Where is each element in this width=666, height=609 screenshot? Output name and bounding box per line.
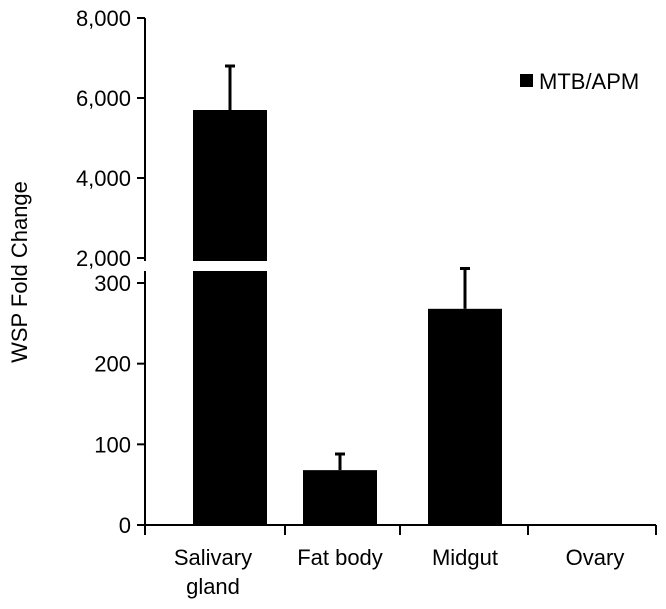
y-tick-label: 2,000 — [76, 246, 131, 271]
bar — [428, 308, 502, 525]
lower-y-axis: 0 100 200 300 — [94, 271, 146, 538]
category-labels: Salivary gland Fat body Midgut Ovary — [174, 545, 624, 599]
y-tick-label: 0 — [119, 513, 131, 538]
upper-y-axis: 2,000 4,000 6,000 8,000 — [76, 6, 146, 271]
legend: MTB/APM — [520, 69, 639, 94]
x-axis — [144, 524, 657, 535]
y-tick-label: 6,000 — [76, 86, 131, 111]
bar — [193, 271, 267, 525]
bars — [193, 110, 632, 526]
bar-upper — [193, 110, 267, 261]
bar — [558, 524, 632, 526]
y-tick-label: 300 — [94, 271, 131, 296]
y-tick-label: 200 — [94, 352, 131, 377]
error-bars — [225, 64, 470, 471]
category-label: Salivary gland — [174, 545, 252, 599]
bar — [303, 470, 377, 525]
legend-label: MTB/APM — [539, 69, 639, 94]
y-tick-label: 4,000 — [76, 166, 131, 191]
category-label: Ovary — [566, 545, 625, 570]
category-label: Fat body — [297, 545, 383, 570]
category-label: Midgut — [432, 545, 498, 570]
y-tick-label: 8,000 — [76, 6, 131, 31]
y-axis-title: WSP Fold Change — [7, 181, 32, 363]
legend-swatch — [520, 74, 533, 87]
y-tick-label: 100 — [94, 432, 131, 457]
